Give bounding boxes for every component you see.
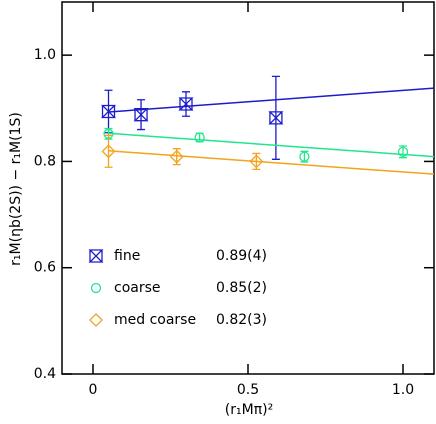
legend-result: 0.82(3) (216, 312, 267, 328)
legend-label: fine (114, 248, 140, 264)
marker (101, 144, 116, 159)
marker (397, 146, 409, 158)
marker (169, 149, 184, 164)
legend-label: coarse (114, 280, 161, 296)
marker (249, 154, 264, 169)
legend-marker (90, 282, 102, 294)
x-tick-label: 0.5 (237, 382, 259, 398)
x-axis-label: (r₁Mπ)² (225, 402, 273, 418)
legend-label: med coarse (114, 312, 196, 328)
marker (133, 108, 149, 122)
fit-line (108, 132, 435, 158)
error-bar (104, 134, 113, 168)
x-tick-label: 1.0 (392, 382, 414, 398)
marker (100, 104, 117, 119)
marker (299, 151, 310, 162)
legend-result: 0.85(2) (216, 280, 267, 296)
marker (268, 111, 284, 125)
x-tick-label: 0 (89, 382, 98, 398)
y-tick-label: 0.8 (34, 153, 56, 169)
y-tick-label: 1.0 (34, 47, 56, 63)
y-tick-label: 0.6 (34, 260, 56, 276)
y-tick-label: 0.4 (34, 366, 56, 382)
marker (178, 97, 194, 111)
error-bar (300, 150, 309, 163)
legend-marker (89, 313, 103, 327)
fit-line (108, 150, 435, 175)
legend-result: 0.89(4) (216, 248, 267, 264)
legend-marker (88, 249, 104, 263)
y-axis-label: r₁M(ηb(2S)) − r₁M(1S) (8, 112, 24, 266)
marker (194, 132, 205, 143)
fit-line (108, 87, 435, 113)
